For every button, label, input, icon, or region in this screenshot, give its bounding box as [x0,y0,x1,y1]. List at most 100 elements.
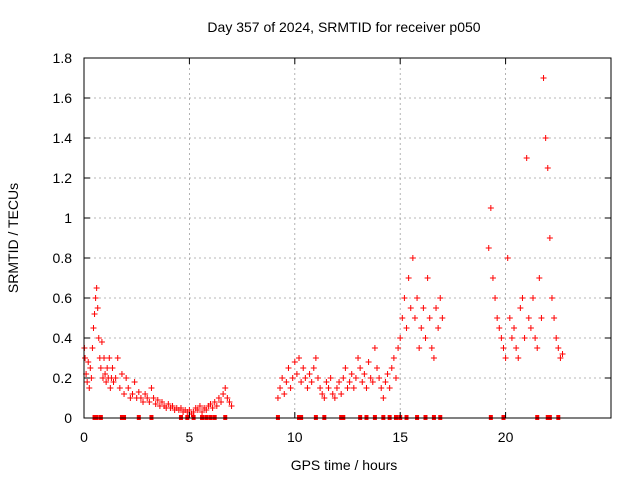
data-point [386,385,393,391]
data-point [277,385,284,391]
data-point [544,165,551,171]
data-point [348,371,355,377]
x-tick-label: 15 [392,429,408,445]
y-tick-label: 1 [64,210,72,226]
data-point [106,355,113,361]
data-point [331,395,338,401]
y-tick-label: 0.8 [53,250,73,266]
data-point [361,371,368,377]
data-point [525,315,532,321]
data-point [137,395,144,401]
data-point [439,315,446,321]
data-point [411,315,418,321]
data-point [435,325,442,331]
data-point [424,275,431,281]
data-point [190,409,197,415]
data-point [382,379,389,385]
data-point [104,365,111,371]
data-point [536,275,543,281]
data-point [420,305,427,311]
data-point [310,365,317,371]
data-point [118,371,125,377]
data-point [359,379,366,385]
chart-title: Day 357 of 2024, SRMTID for receiver p05… [207,19,480,35]
data-point [165,401,172,407]
data-point [110,379,117,385]
data-point [346,379,353,385]
y-tick-label: 1.2 [53,170,73,186]
y-tick-label: 0.6 [53,290,73,306]
data-point [107,385,114,391]
data-point [207,401,214,407]
data-point [314,375,321,381]
data-point [530,295,537,301]
data-point [116,385,123,391]
data-point [416,345,423,351]
data-point [121,391,128,397]
data-point [92,295,99,301]
data-point [437,295,444,301]
data-point [102,371,109,377]
data-point [209,405,216,411]
data-point [296,355,303,361]
data-point [125,385,132,391]
data-point [131,379,138,385]
data-point [129,391,136,397]
data-point [109,365,116,371]
data-point [140,399,147,405]
data-point [357,365,364,371]
data-point [487,205,494,211]
data-point [101,355,108,361]
data-point [293,371,300,377]
data-point [287,385,294,391]
data-point [226,399,233,405]
data-point [89,345,96,351]
plot-frame [83,57,612,419]
data-point [388,365,395,371]
data-point [169,403,176,409]
data-point [298,379,305,385]
data-point [283,379,290,385]
data-point [489,275,496,281]
data-point [158,399,165,405]
data-point [551,315,558,321]
data-point [317,385,324,391]
data-point [538,315,545,321]
data-point [220,391,227,397]
data-point [540,75,547,81]
data-point [350,385,357,391]
data-point [521,335,528,341]
data-point [333,385,340,391]
y-tick-label: 0.2 [53,370,73,386]
data-point [135,389,142,395]
data-point [289,375,296,381]
data-point [91,311,98,317]
data-point [95,335,102,341]
data-point [177,405,184,411]
data-point [515,355,522,361]
data-point [199,409,206,415]
data-point [146,399,153,405]
data-point [97,365,104,371]
data-point [319,391,326,397]
data-point [93,285,100,291]
data-point [534,345,541,351]
data-point [114,355,121,361]
data-point [532,335,539,341]
data-point [559,351,566,357]
data-point [407,305,414,311]
data-point [112,375,119,381]
data-point [142,391,149,397]
data-point [502,355,509,361]
y-tick-label: 1.8 [53,50,73,66]
data-point [401,295,408,301]
y-tick-label: 1.6 [53,90,73,106]
data-point [498,335,505,341]
data-point [374,365,381,371]
data-point [127,395,134,401]
data-point [215,395,222,401]
data-point [323,379,330,385]
data-point [380,395,387,401]
x-axis-label: GPS time / hours [291,457,398,473]
data-point [306,371,313,377]
